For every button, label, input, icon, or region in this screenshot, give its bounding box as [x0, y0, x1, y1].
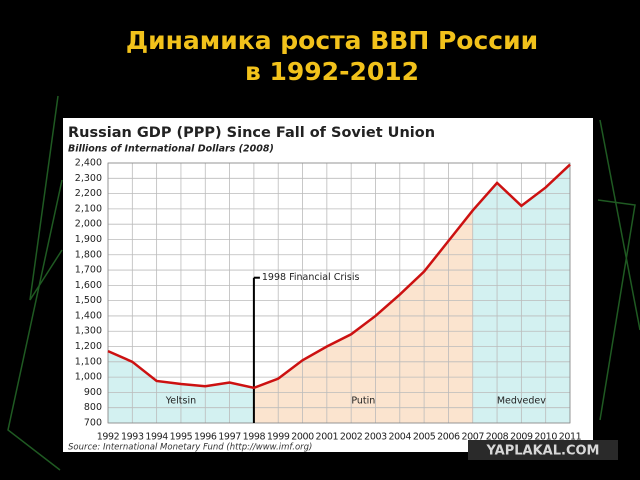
- slide-title: Динамика роста ВВП России: [126, 26, 538, 55]
- era-label: Yeltsin: [165, 396, 196, 407]
- y-tick-label: 2,100: [75, 203, 102, 214]
- chart-subtitle: Billions of International Dollars (2008): [68, 144, 274, 155]
- y-tick-label: 2,400: [75, 158, 102, 169]
- deco-line: [7, 179, 63, 471]
- slide-title: в 1992-2012: [245, 57, 419, 86]
- x-tick-label: 2011: [559, 432, 582, 443]
- source: Source: International Monetary Fund (htt…: [68, 443, 312, 453]
- x-tick-label: 1997: [218, 432, 241, 443]
- watermark-box: [468, 440, 618, 460]
- y-tick-label: 1,000: [75, 372, 102, 383]
- plot-border: [107, 162, 571, 424]
- x-tick-label: 1995: [170, 432, 193, 443]
- annotation: 1998 Financial Crisis: [262, 272, 360, 283]
- era-fill: [253, 210, 473, 423]
- y-tick-label: 1,300: [75, 326, 102, 337]
- y-tick-label: 1,500: [75, 295, 102, 306]
- y-tick-label: 2,000: [75, 219, 102, 230]
- x-tick-label: 2006: [437, 432, 460, 443]
- era-label: Putin: [351, 396, 375, 407]
- x-tick-label: 1992: [97, 432, 120, 443]
- y-tick-label: 1,200: [75, 341, 102, 352]
- y-tick-label: 1,800: [75, 249, 102, 260]
- x-tick-label: 1998: [243, 432, 266, 443]
- chart-title: Russian GDP (PPP) Since Fall of Soviet U…: [68, 125, 435, 141]
- decoration: [7, 95, 640, 471]
- data-line: [107, 163, 571, 390]
- x-tick-label: 2000: [291, 432, 314, 443]
- watermark: YAPLAKAL.COM: [486, 444, 600, 459]
- x-tick-label: 2002: [340, 432, 363, 443]
- x-tick-label: 2010: [534, 432, 557, 443]
- deco-line: [29, 95, 63, 301]
- era-label: Medvedev: [497, 396, 546, 407]
- x-tick-label: 2004: [389, 432, 412, 443]
- plot: 700 800 900 1,000 1,100 1,200 1,300 1,400 1,500 1…: [75, 158, 582, 443]
- y-tick-label: 900: [84, 387, 102, 398]
- x-tick-label: 2003: [364, 432, 387, 443]
- y-tick-label: 1,700: [75, 265, 102, 276]
- x-tick-label: 2001: [316, 432, 339, 443]
- deco-line: [599, 119, 640, 331]
- x-tick-label: 1994: [145, 432, 168, 443]
- y-tick-label: 800: [84, 402, 102, 413]
- x-tick-label: 2007: [461, 432, 484, 443]
- deco-line: [597, 199, 636, 421]
- x-tick-label: 2005: [413, 432, 436, 443]
- x-tick-label: 1999: [267, 432, 290, 443]
- x-tick-label: 1993: [121, 432, 144, 443]
- y-tick-label: 2,300: [75, 173, 102, 184]
- x-tick-label: 2008: [486, 432, 509, 443]
- y-tick-label: 2,200: [75, 188, 102, 199]
- x-tick-label: 1996: [194, 432, 217, 443]
- x-tick-label: 2009: [510, 432, 533, 443]
- y-tick-label: 1,600: [75, 280, 102, 291]
- y-tick-label: 1,400: [75, 310, 102, 321]
- y-tick-label: 700: [84, 418, 102, 429]
- y-tick-label: 1,100: [75, 356, 102, 367]
- y-tick-label: 1,900: [75, 234, 102, 245]
